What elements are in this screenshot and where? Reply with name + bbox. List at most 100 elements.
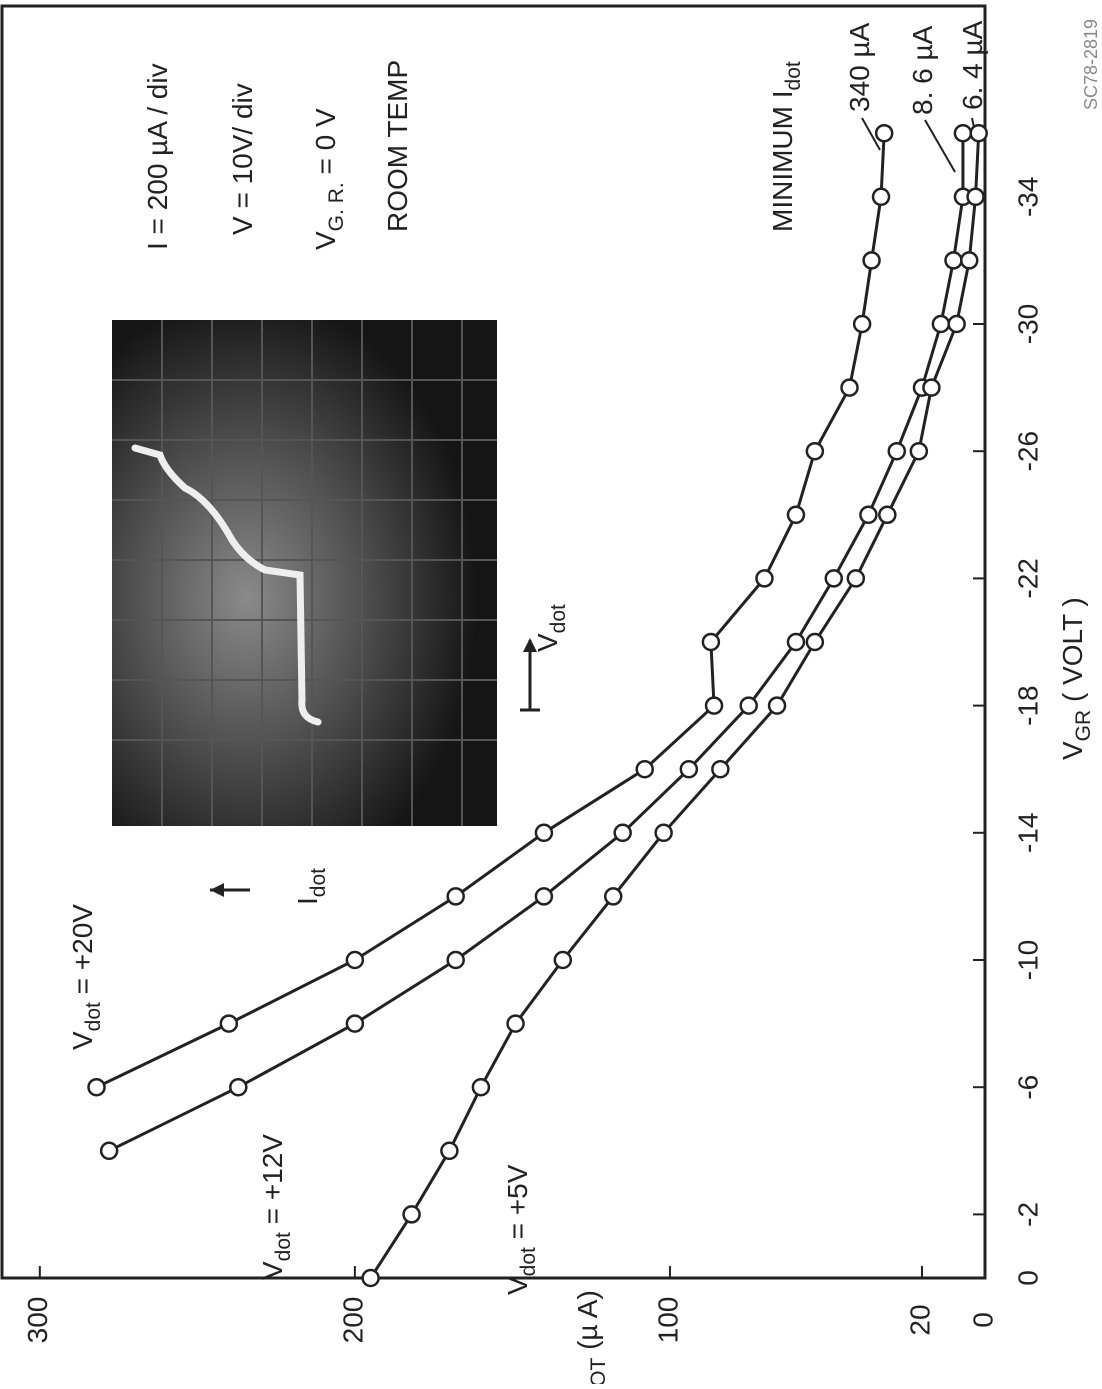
subscript: DOT bbox=[587, 1358, 610, 1384]
data-point bbox=[871, 187, 891, 207]
text-part: V bbox=[532, 633, 563, 652]
data-point bbox=[874, 123, 894, 143]
data-point bbox=[99, 1141, 119, 1161]
y-tick-label: 300 bbox=[22, 1297, 53, 1344]
text-part: 8. 6 µA bbox=[907, 25, 938, 115]
data-point bbox=[966, 187, 985, 207]
data-point bbox=[786, 505, 806, 525]
data-point bbox=[229, 1077, 248, 1097]
y-tick-label: 0 bbox=[967, 1312, 998, 1328]
annotation: 6. 4 µA bbox=[957, 20, 988, 110]
series-line bbox=[95, 133, 886, 1089]
annotation: ROOM TEMP bbox=[382, 60, 413, 232]
annotation: VG. R. = 0 V bbox=[310, 108, 347, 250]
series-label: Vdot = +12V bbox=[257, 1134, 294, 1280]
subscript: dot bbox=[547, 604, 570, 633]
y-tick-label: 100 bbox=[652, 1297, 683, 1344]
data-point bbox=[862, 251, 881, 270]
oscilloscope-inset bbox=[112, 320, 540, 897]
text-part: I bbox=[292, 897, 323, 905]
x-tick-label: -18 bbox=[1012, 685, 1043, 725]
text-part: = +5V bbox=[502, 1164, 533, 1247]
subscript: GR bbox=[1072, 710, 1095, 742]
subscript: dot bbox=[782, 61, 805, 90]
text-part: ( VOLT ) bbox=[1057, 597, 1088, 710]
x-tick-label: -22 bbox=[1012, 558, 1043, 598]
annotation: Vdot bbox=[532, 604, 569, 652]
data-point bbox=[805, 632, 825, 652]
text-part: 340 µA bbox=[844, 22, 875, 112]
idot-arrowhead bbox=[210, 883, 224, 897]
data-point bbox=[944, 251, 963, 270]
data-point bbox=[805, 441, 825, 461]
data-point bbox=[878, 505, 897, 525]
x-tick-label: -2 bbox=[1012, 1202, 1043, 1227]
data-point bbox=[931, 314, 951, 334]
data-point bbox=[635, 759, 654, 779]
subscript: dot bbox=[82, 1002, 105, 1031]
data-point bbox=[922, 378, 941, 397]
data-point bbox=[440, 1141, 459, 1161]
data-point bbox=[219, 1014, 239, 1033]
data-point bbox=[402, 1205, 421, 1224]
data-point bbox=[846, 569, 866, 588]
text-part: V bbox=[67, 1031, 98, 1050]
x-tick-label: -14 bbox=[1012, 813, 1043, 853]
data-point bbox=[767, 696, 787, 715]
data-point bbox=[446, 950, 465, 970]
data-point bbox=[755, 569, 774, 588]
subscript: G. R. bbox=[325, 182, 348, 231]
data-point bbox=[852, 314, 872, 334]
data-point bbox=[613, 823, 632, 843]
x-tick-label: -34 bbox=[1012, 177, 1043, 217]
data-point bbox=[506, 1014, 525, 1033]
data-point bbox=[887, 441, 907, 461]
text-part: = 0 V bbox=[310, 108, 341, 182]
text-part: = +20V bbox=[67, 904, 98, 1002]
data-point bbox=[969, 123, 988, 143]
y-axis-label: IDOT (µ A) bbox=[572, 1290, 609, 1384]
text-part: V bbox=[257, 1261, 288, 1280]
data-point bbox=[840, 378, 859, 397]
figure-code: SC78-2819 bbox=[1081, 19, 1101, 110]
data-point bbox=[739, 696, 758, 715]
series-label: Vdot = +20V bbox=[67, 904, 104, 1050]
subscript: dot bbox=[517, 1247, 540, 1276]
x-tick-label: -10 bbox=[1012, 940, 1043, 980]
data-point bbox=[553, 950, 573, 970]
annotation: MINIMUM Idot bbox=[767, 61, 804, 232]
series-label: Vdot = +5V bbox=[502, 1164, 539, 1295]
text-part: MINIMUM I bbox=[767, 90, 798, 232]
x-tick-label: 0 bbox=[1012, 1270, 1043, 1286]
data-point bbox=[471, 1077, 491, 1097]
data-point bbox=[711, 759, 730, 779]
data-point bbox=[345, 950, 365, 970]
data-point bbox=[947, 314, 966, 334]
scope-screen bbox=[112, 320, 497, 826]
data-point bbox=[87, 1077, 106, 1097]
x-axis-label: VGR ( VOLT ) bbox=[1057, 597, 1094, 760]
y-tick-label: 20 bbox=[904, 1304, 935, 1335]
annotation: I = 200 µA / div bbox=[142, 63, 173, 250]
scope-trace bbox=[131, 444, 322, 726]
text-part: ROOM TEMP bbox=[382, 60, 413, 232]
text-part: V bbox=[502, 1276, 533, 1295]
y-tick-label: 200 bbox=[337, 1297, 368, 1344]
vdot-arrowhead bbox=[523, 638, 537, 652]
data-point bbox=[361, 1268, 380, 1288]
data-point bbox=[701, 632, 721, 652]
data-point bbox=[603, 887, 623, 906]
text-part: I = 200 µA / div bbox=[142, 63, 173, 250]
data-point bbox=[534, 887, 554, 906]
annotation: 340 µA bbox=[844, 22, 875, 112]
data-point bbox=[679, 759, 699, 779]
data-point bbox=[446, 887, 465, 906]
plot-frame bbox=[0, 4, 987, 1280]
data-point bbox=[859, 505, 878, 525]
x-tick-label: -26 bbox=[1012, 431, 1043, 471]
subscript: dot bbox=[307, 868, 330, 897]
data-point bbox=[909, 441, 929, 461]
text-part: V bbox=[310, 231, 341, 250]
